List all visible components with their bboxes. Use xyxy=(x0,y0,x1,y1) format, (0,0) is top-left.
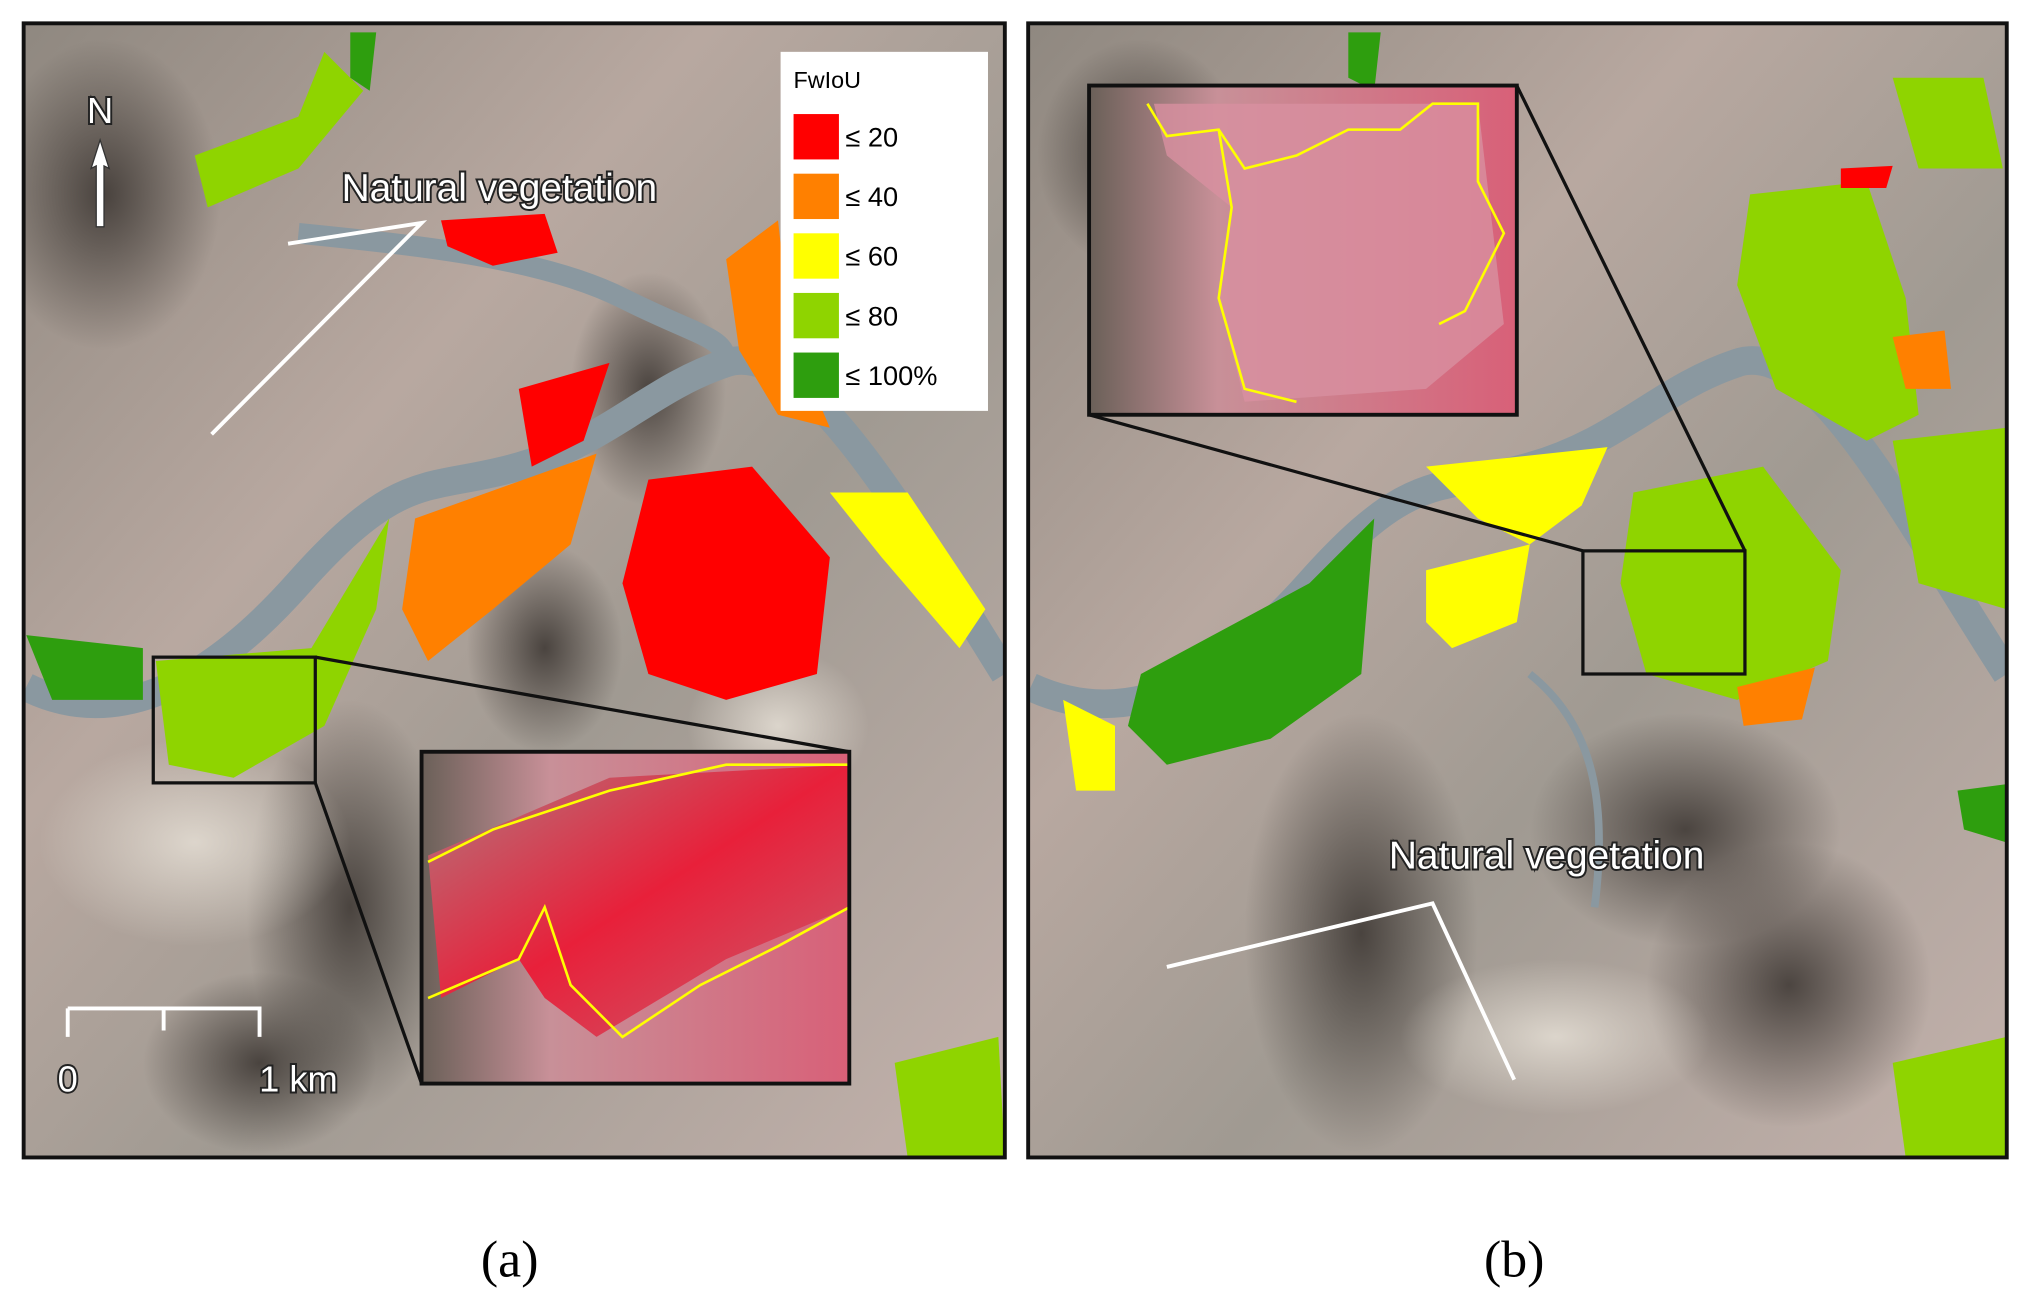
legend-swatch xyxy=(793,114,839,160)
map-a-frame xyxy=(21,21,1007,1160)
inset-a xyxy=(419,749,852,1086)
scale-label: 0 xyxy=(58,1058,78,1099)
legend-label: ≤ 100% xyxy=(845,360,937,391)
connector xyxy=(315,655,850,754)
inset-source-box xyxy=(1581,549,1747,676)
map-b-frame xyxy=(1026,21,2009,1160)
legend: FwIoU ≤ 20 ≤ 40 ≤ 60 ≤ 80 ≤ 100% xyxy=(780,51,988,411)
north-arrow: N xyxy=(85,88,115,228)
inset-b xyxy=(1087,83,1519,417)
panel-label: (b) xyxy=(1484,1232,1544,1289)
legend-box xyxy=(780,51,988,411)
legend-swatch xyxy=(793,292,839,339)
legend-label: ≤ 40 xyxy=(845,181,898,212)
annotation-b: Natural vegetation xyxy=(1166,832,1706,1081)
annotation-text: Natural vegetation xyxy=(1389,834,1705,877)
legend-swatch xyxy=(793,173,839,220)
legend-label: ≤ 60 xyxy=(845,241,898,272)
panel-label: (a) xyxy=(481,1232,539,1289)
annotation-a: Natural vegetation xyxy=(210,165,659,436)
annotation-text: Natural vegetation xyxy=(342,167,658,210)
legend-title: FwIoU xyxy=(794,67,861,93)
legend-label: ≤ 80 xyxy=(845,300,898,331)
scale-bar: 0 1 km xyxy=(56,1006,340,1101)
north-label: N xyxy=(87,90,113,131)
legend-swatch xyxy=(793,233,839,279)
inset-source-box xyxy=(151,655,317,785)
legend-label: ≤ 20 xyxy=(845,121,898,152)
connector xyxy=(1515,84,1747,552)
connector xyxy=(1088,413,1584,553)
scale-label: 1 km xyxy=(259,1058,338,1099)
connector xyxy=(313,782,424,1085)
legend-swatch xyxy=(793,352,839,398)
